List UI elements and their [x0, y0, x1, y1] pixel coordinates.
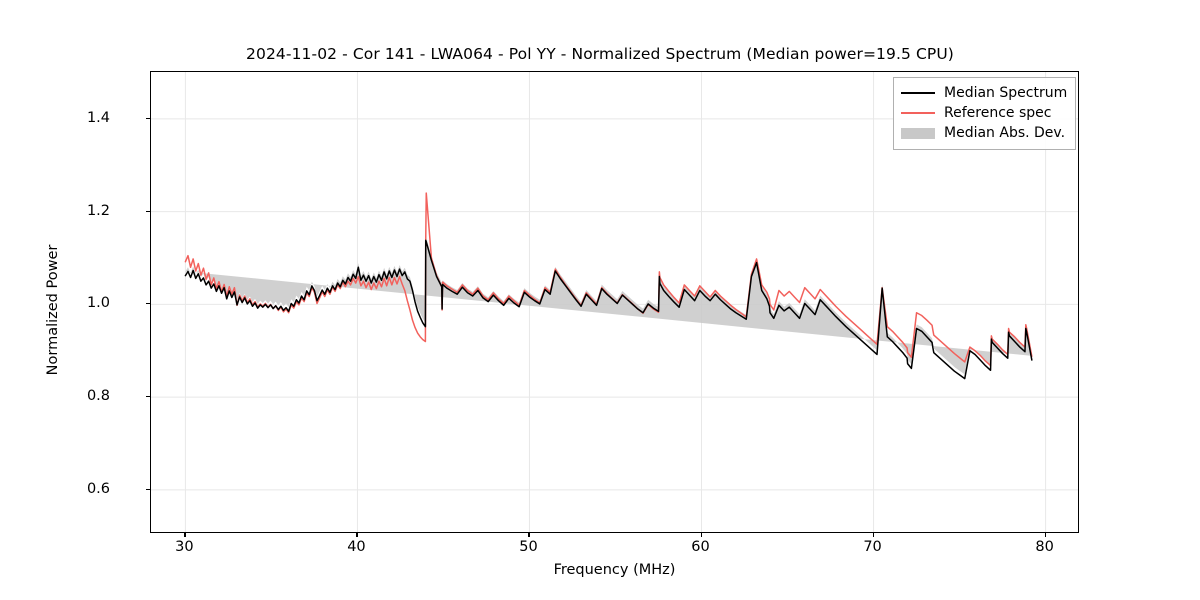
- y-tick-label: 0.6: [86, 480, 110, 497]
- legend-swatch-patch-icon: [901, 126, 935, 140]
- x-axis-label: Frequency (MHz): [553, 562, 676, 578]
- y-tick-mark: [146, 488, 150, 491]
- y-tick-mark: [146, 303, 150, 305]
- x-tick-label: 30: [175, 539, 194, 555]
- legend-item-median-abs-dev[interactable]: Median Abs. Dev.: [901, 123, 1067, 143]
- x-tick-label: 40: [347, 539, 366, 555]
- x-tick-label: 60: [691, 539, 710, 555]
- x-tick-mark: [356, 533, 358, 537]
- x-tick-label: 80: [1035, 539, 1054, 555]
- y-tick-mark: [146, 117, 150, 119]
- legend-swatch-line-icon: [901, 106, 935, 120]
- series-lines: [184, 192, 1033, 380]
- chart-title: 2024-11-02 - Cor 141 - LWA064 - Pol YY -…: [246, 45, 954, 63]
- y-tick-label: 0.8: [86, 388, 110, 405]
- spectrum-plot: [151, 72, 1078, 532]
- series-line-reference-spec: [184, 192, 1033, 367]
- x-tick-mark: [528, 533, 530, 537]
- x-tick-mark: [1044, 533, 1046, 537]
- legend-label-reference-spec: Reference spec: [944, 105, 1052, 121]
- y-tick-label: 1.2: [86, 202, 110, 219]
- x-tick-mark: [872, 533, 874, 537]
- mad-envelope: [185, 236, 1032, 375]
- y-tick-label: 1.4: [86, 109, 110, 126]
- x-tick-mark: [700, 533, 702, 537]
- x-tick-label: 50: [519, 539, 538, 555]
- legend-label-median-spectrum: Median Spectrum: [944, 85, 1068, 101]
- y-tick-mark: [146, 210, 150, 212]
- legend-swatch-line-icon: [901, 86, 935, 100]
- legend-label-median-abs-dev: Median Abs. Dev.: [944, 125, 1066, 141]
- legend-item-median-spectrum[interactable]: Median Spectrum: [901, 83, 1067, 103]
- legend-item-reference-spec[interactable]: Reference spec: [901, 103, 1067, 123]
- x-tick-mark: [184, 533, 186, 537]
- series-line-median-spectrum: [184, 239, 1033, 380]
- y-tick-label: 1.0: [86, 295, 110, 312]
- x-tick-label: 70: [863, 539, 882, 555]
- y-tick-mark: [146, 396, 150, 398]
- legend[interactable]: Median Spectrum Reference spec Median Ab…: [893, 77, 1077, 150]
- median-abs-dev-band: [185, 236, 1032, 375]
